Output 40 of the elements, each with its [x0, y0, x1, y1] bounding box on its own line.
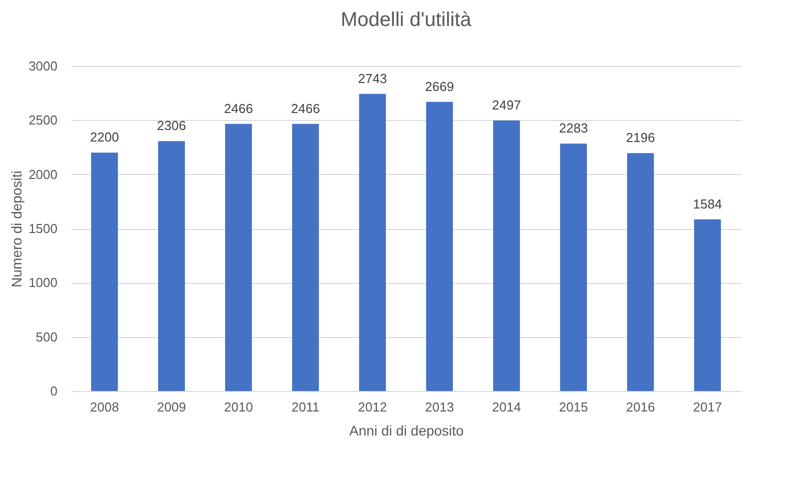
bar — [158, 141, 185, 391]
y-tick-label: 0 — [50, 384, 58, 398]
bar — [627, 153, 654, 391]
x-tick-label: 2017 — [693, 400, 722, 414]
data-label: 2466 — [224, 100, 253, 116]
y-tick-label: 1500 — [28, 221, 58, 236]
y-tick-label: 500 — [36, 329, 58, 344]
x-tick-label: 2008 — [90, 400, 119, 414]
bar — [359, 94, 386, 391]
bar — [694, 219, 721, 391]
data-label: 2200 — [90, 130, 119, 145]
x-tick-label: 2009 — [157, 400, 186, 414]
y-tick-label: 2000 — [28, 166, 58, 182]
x-axis-title: Anni di di deposito — [349, 422, 464, 438]
bar — [91, 152, 118, 391]
data-label: 2743 — [358, 70, 387, 86]
x-tick-label: 2014 — [492, 400, 521, 414]
bar — [493, 120, 520, 391]
x-tick-label: 2013 — [425, 400, 454, 414]
bar — [560, 144, 587, 391]
data-label: 2306 — [157, 118, 186, 134]
data-label: 2466 — [291, 100, 320, 116]
data-label: 1584 — [693, 196, 722, 212]
x-tick-label: 2012 — [358, 400, 387, 414]
x-tick-label: 2010 — [224, 400, 253, 414]
bar — [225, 124, 252, 391]
chart-title: Modelli d'utilità — [340, 9, 472, 31]
data-label: 2669 — [425, 78, 454, 94]
y-tick-label: 2500 — [28, 112, 58, 128]
x-tick-label: 2015 — [559, 400, 588, 414]
data-label: 2196 — [626, 130, 655, 146]
y-tick-label: 3000 — [28, 58, 58, 74]
data-label: 2283 — [559, 120, 588, 136]
x-tick-label: 2016 — [626, 400, 655, 414]
bar — [292, 124, 319, 391]
y-tick-label: 1000 — [28, 275, 58, 290]
data-label: 2497 — [492, 97, 521, 112]
y-axis-title: Numero di depositi — [8, 170, 25, 288]
bar — [426, 102, 453, 391]
x-tick-label: 2011 — [292, 400, 320, 414]
